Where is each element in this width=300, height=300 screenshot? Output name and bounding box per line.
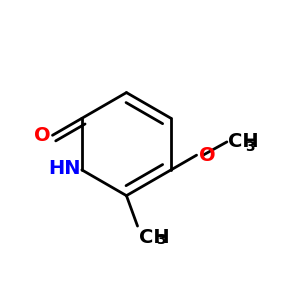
Text: O: O: [34, 126, 50, 145]
Text: 3: 3: [245, 140, 255, 154]
Text: CH: CH: [228, 132, 259, 152]
Text: O: O: [199, 146, 215, 165]
Text: HN: HN: [48, 159, 80, 178]
Text: 3: 3: [156, 233, 165, 248]
Text: CH: CH: [139, 227, 169, 247]
